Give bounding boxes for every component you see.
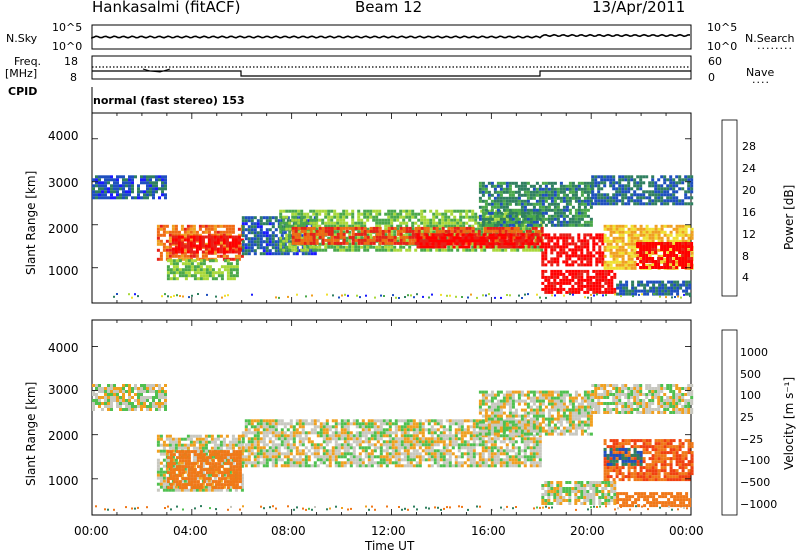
nsky-label: N.Sky (6, 32, 38, 45)
xtick-2400: 00:00 (669, 524, 704, 538)
power-region-0 (92, 175, 167, 200)
velocity-region-3 (241, 419, 542, 468)
beam-title: Beam 12 (355, 0, 423, 16)
xlabel: Time UT (365, 539, 415, 553)
power-region-7 (416, 233, 543, 249)
vel-cbar-tick-25: 25 (740, 411, 754, 424)
cpid-text: normal (fast stereo) 153 (93, 94, 245, 107)
power-ylabel: Slant Range [km] (24, 170, 38, 275)
nave-label: Nave (746, 66, 775, 79)
velocity-ytick-3000: 3000 (48, 383, 79, 397)
vel-cbar-tick-m1000: −1000 (740, 498, 778, 511)
velocity-region-0 (92, 384, 167, 411)
nsearch-tick-high: 10^5 (707, 21, 738, 34)
power-cbar-tick-24: 24 (742, 162, 756, 175)
power-cbar-tick-16: 16 (742, 206, 756, 219)
velocity-region-9 (616, 492, 692, 508)
power-ytick-3000: 3000 (48, 176, 79, 190)
nsearch-tick-low: 10^0 (707, 40, 738, 53)
velocity-region-2 (166, 450, 242, 490)
vel-cbar-tick-m500: −500 (740, 476, 771, 489)
freq-tick-low: 8 (70, 71, 77, 84)
velocity-region-6 (603, 439, 694, 482)
nsearch-line-key: ........ (757, 39, 793, 52)
power-cbar-tick-8: 8 (742, 250, 749, 263)
velocity-ground-strip (95, 505, 688, 511)
axis-ticks (91, 113, 692, 515)
velocity-ytick-1000: 1000 (48, 474, 79, 488)
velocity-region-4 (478, 390, 593, 436)
freq-dip (142, 68, 171, 73)
nave-tick-high: 60 (708, 55, 722, 68)
power-ytick-4000: 4000 (48, 129, 79, 143)
power-ytick-1000: 1000 (48, 264, 79, 278)
power-region-2 (171, 235, 244, 254)
status-lines (91, 33, 691, 77)
velocity-heatmap (92, 384, 694, 511)
freq-unit: [MHz] (5, 67, 38, 80)
power-colorbar (721, 119, 738, 297)
power-region-9 (541, 233, 605, 267)
velocity-cbar-frame (721, 329, 738, 516)
nsky-tick-low: 10^0 (52, 40, 83, 53)
velocity-ytick-2000: 2000 (48, 429, 79, 443)
freq-label: Freq. (14, 55, 42, 68)
power-cbar-tick-20: 20 (742, 184, 756, 197)
power-cbar-tick-28: 28 (742, 140, 756, 153)
nsky-line (91, 33, 690, 39)
date-title: 13/Apr/2011 (592, 0, 686, 16)
xtick-0000: 00:00 (74, 524, 109, 538)
power-cbar-label: Power [dB] (782, 184, 796, 250)
velocity-ytick-4000: 4000 (48, 341, 79, 355)
xtick-0400: 04:00 (173, 524, 208, 538)
freq-line (92, 70, 691, 77)
power-region-14 (616, 280, 692, 296)
station-title: Hankasalmi (fitACF) (92, 0, 241, 16)
velocity-cbar-label: Velocity [m s⁻¹] (782, 376, 796, 470)
power-ytick-2000: 2000 (48, 222, 79, 236)
xtick-1200: 12:00 (371, 524, 406, 538)
xtick-1600: 16:00 (471, 524, 506, 538)
power-ground-strip (113, 293, 691, 299)
power-region-10 (541, 269, 617, 294)
vel-cbar-tick-1000: 1000 (740, 346, 768, 359)
vel-cbar-tick-500: 500 (740, 368, 761, 381)
power-region-8 (478, 181, 593, 227)
power-cbar-tick-12: 12 (742, 228, 756, 241)
velocity-region-8 (591, 384, 694, 414)
power-region-12 (636, 242, 694, 269)
xtick-2000: 20:00 (570, 524, 605, 538)
vel-cbar-tick-m25: −25 (740, 433, 764, 446)
xtick-0800: 08:00 (271, 524, 306, 538)
cpid-label: CPID (8, 85, 38, 98)
velocity-ylabel: Slant Range [km] (24, 381, 38, 486)
nave-tick-low: 0 (708, 71, 715, 84)
velocity-colorbar (721, 329, 738, 516)
power-region-13 (591, 175, 694, 206)
vel-cbar-tick-m100: −100 (740, 454, 771, 467)
nave-line-key: .... (752, 73, 770, 86)
power-cbar-tick-4: 4 (742, 271, 749, 284)
power-cbar-frame (721, 119, 738, 297)
power-heatmap (92, 175, 694, 299)
vel-cbar-tick-100: 100 (740, 389, 761, 402)
power-region-3 (166, 259, 239, 281)
velocity-region-5 (541, 481, 617, 505)
nsearch-label: N.Search (745, 32, 795, 45)
velocity-region-7 (603, 447, 643, 466)
freq-tick-high: 18 (64, 55, 78, 68)
nsky-tick-high: 10^5 (52, 21, 83, 34)
